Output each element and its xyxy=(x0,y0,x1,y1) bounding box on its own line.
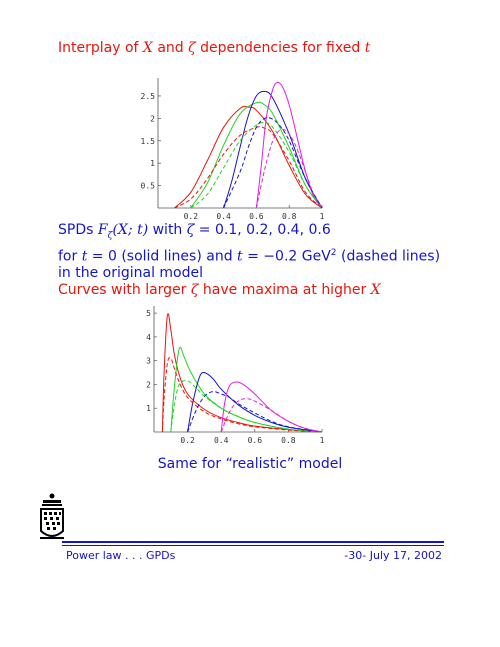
series-line-4 xyxy=(255,81,323,209)
title-var-x: X xyxy=(142,40,153,56)
series-line-7 xyxy=(187,391,323,433)
series-line-7 xyxy=(223,117,323,209)
desc-math-zeta: ζ xyxy=(186,222,195,238)
series-line-5 xyxy=(161,357,323,433)
y-tick-label: 1.5 xyxy=(141,137,156,146)
x-tick-label: 0.8 xyxy=(281,436,296,445)
series-line-5 xyxy=(174,126,323,209)
desc-math-zeta: ζ xyxy=(190,282,199,299)
desc-text: Curves with larger xyxy=(58,282,191,299)
title-var-t: t xyxy=(364,40,371,56)
footer-rule-thick xyxy=(62,541,444,543)
series-line-3 xyxy=(187,372,323,433)
series-line-6 xyxy=(190,122,323,209)
x-tick-label: 1 xyxy=(320,212,325,221)
y-tick-label: 3 xyxy=(146,357,151,366)
y-tick-label: 0.5 xyxy=(141,182,156,191)
institution-logo xyxy=(40,493,64,539)
title-prefix: Interplay of xyxy=(58,40,143,56)
title-var-zeta: ζ xyxy=(188,40,196,56)
desc-text: have maxima at higher xyxy=(198,282,371,299)
desc-text: = 0 (solid lines) and xyxy=(87,248,238,265)
series-line-4 xyxy=(220,381,323,433)
description: SPDs Fζ(X; t) with ζ = 0.1, 0.2, 0.4, 0.… xyxy=(58,222,440,299)
x-tick-label: 1 xyxy=(320,436,325,445)
description-line-1: SPDs Fζ(X; t) with ζ = 0.1, 0.2, 0.4, 0.… xyxy=(58,222,440,245)
desc-math-sub: ζ xyxy=(107,230,113,241)
x-tick-label: 0.6 xyxy=(249,212,264,221)
spd-chart-realistic-model: 0.2 0.4 0.6 0.8 1 1 2 3 4 5 xyxy=(146,306,325,445)
desc-math-t: t xyxy=(81,248,88,265)
desc-text: = 0.1, 0.2, 0.4, 0.6 xyxy=(194,222,331,238)
series-line-1 xyxy=(161,313,323,433)
series-line-2 xyxy=(190,101,323,209)
desc-text: for xyxy=(58,248,82,265)
x-tick-label: 0.4 xyxy=(216,212,231,221)
desc-text: = −0.2 GeV xyxy=(242,248,331,265)
y-tick-label: 4 xyxy=(146,333,151,342)
slide-title: Interplay of X and ζ dependencies for fi… xyxy=(58,40,370,56)
desc-math-F: F xyxy=(97,222,108,238)
spd-chart-original-model: 0.2 0.4 0.6 0.8 1 0.5 1 1.5 2 2.5 xyxy=(141,78,325,221)
y-tick-label: 1 xyxy=(150,159,155,168)
desc-text: with xyxy=(148,222,187,238)
series-line-3 xyxy=(223,90,323,209)
footer-right: -30- July 17, 2002 xyxy=(344,549,442,562)
x-tick-label: 0.2 xyxy=(184,212,199,221)
series-line-2 xyxy=(170,346,323,433)
y-tick-label: 2 xyxy=(146,380,151,389)
title-mid: and xyxy=(152,40,189,56)
y-tick-label: 5 xyxy=(146,309,151,318)
desc-math-args: (X; t) xyxy=(112,222,149,238)
desc-text: SPDs xyxy=(58,222,98,238)
x-tick-label: 0.2 xyxy=(180,436,195,445)
series-line-8 xyxy=(220,398,323,433)
description-line-4: Curves with larger ζ have maxima at high… xyxy=(58,282,440,299)
x-tick-label: 0.4 xyxy=(214,436,229,445)
series-line-8 xyxy=(255,128,323,209)
desc-math-t: t xyxy=(237,248,243,265)
desc-sup: 2 xyxy=(330,247,337,258)
y-tick-label: 2 xyxy=(150,114,155,123)
x-tick-label: 0.8 xyxy=(282,212,297,221)
desc-math-x: X xyxy=(370,282,381,299)
footer-rule-thin xyxy=(62,545,444,546)
x-tick-label: 0.6 xyxy=(248,436,263,445)
title-mid2: dependencies for fixed xyxy=(195,40,365,56)
caption-realistic: Same for “realistic” model xyxy=(157,456,343,472)
y-tick-label: 1 xyxy=(146,404,151,413)
desc-text: (dashed lines) xyxy=(336,248,441,265)
description-line-2: for t = 0 (solid lines) and t = −0.2 GeV… xyxy=(58,245,440,266)
y-tick-label: 2.5 xyxy=(141,92,156,101)
footer-left: Power law . . . GPDs xyxy=(66,549,176,562)
description-line-3: in the original model xyxy=(58,265,204,282)
